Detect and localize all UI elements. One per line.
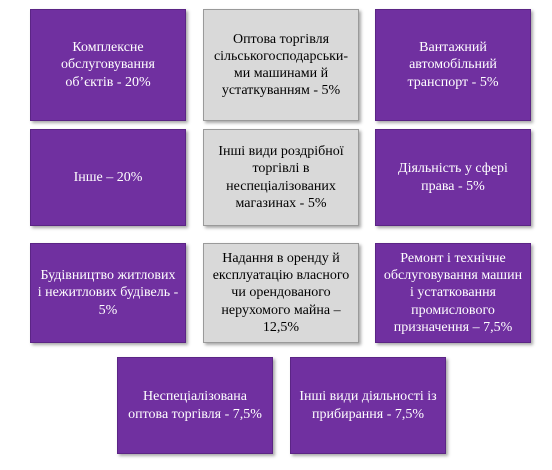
box-label: Надання в оренду й експлуатацію власного… [212, 251, 350, 335]
box-label: Вантажний автомобільний транспорт - 5% [407, 40, 499, 90]
box-nespets-optova: Неспеціалізована оптова торгівля - 7,5% [117, 357, 273, 454]
box-komplekse: Комплексне обслуговування об’єктів - 20% [30, 9, 186, 121]
box-label: Неспеціалізована оптова торгівля - 7,5% [128, 389, 262, 422]
box-prybyrannia: Інші види діяльності із прибирання - 7,5… [290, 357, 446, 454]
box-label: Ремонт і технічне обслуговування машин і… [383, 251, 523, 335]
box-vantazhnyi: Вантажний автомобільний транспорт - 5% [375, 9, 531, 121]
box-label: Оптова торгівля сільськогосподарськи-ми … [213, 31, 349, 99]
box-orenda: Надання в оренду й експлуатацію власного… [203, 243, 359, 343]
box-rozdribna: Інші види роздрібної торгівлі в неспеціа… [203, 129, 359, 226]
box-remont: Ремонт і технічне обслуговування машин і… [375, 243, 531, 343]
box-inshe: Інше – 20% [30, 129, 186, 226]
box-label: Інші види роздрібної торгівлі в неспеціа… [218, 144, 344, 211]
box-budivnytstvo: Будівництво житлових і нежитлових будіве… [30, 243, 186, 343]
box-label: Комплексне обслуговування об’єктів - 20% [61, 40, 155, 90]
box-label: Інші види діяльності із прибирання - 7,5… [299, 389, 437, 422]
box-label: Інше – 20% [73, 169, 143, 185]
box-prava: Діяльність у сфері права - 5% [375, 129, 531, 226]
box-optova-silgosp: Оптова торгівля сільськогосподарськи-ми … [203, 9, 359, 121]
box-label: Діяльність у сфері права - 5% [398, 161, 508, 194]
box-label: Будівництво житлових і нежитлових будіве… [37, 268, 179, 318]
